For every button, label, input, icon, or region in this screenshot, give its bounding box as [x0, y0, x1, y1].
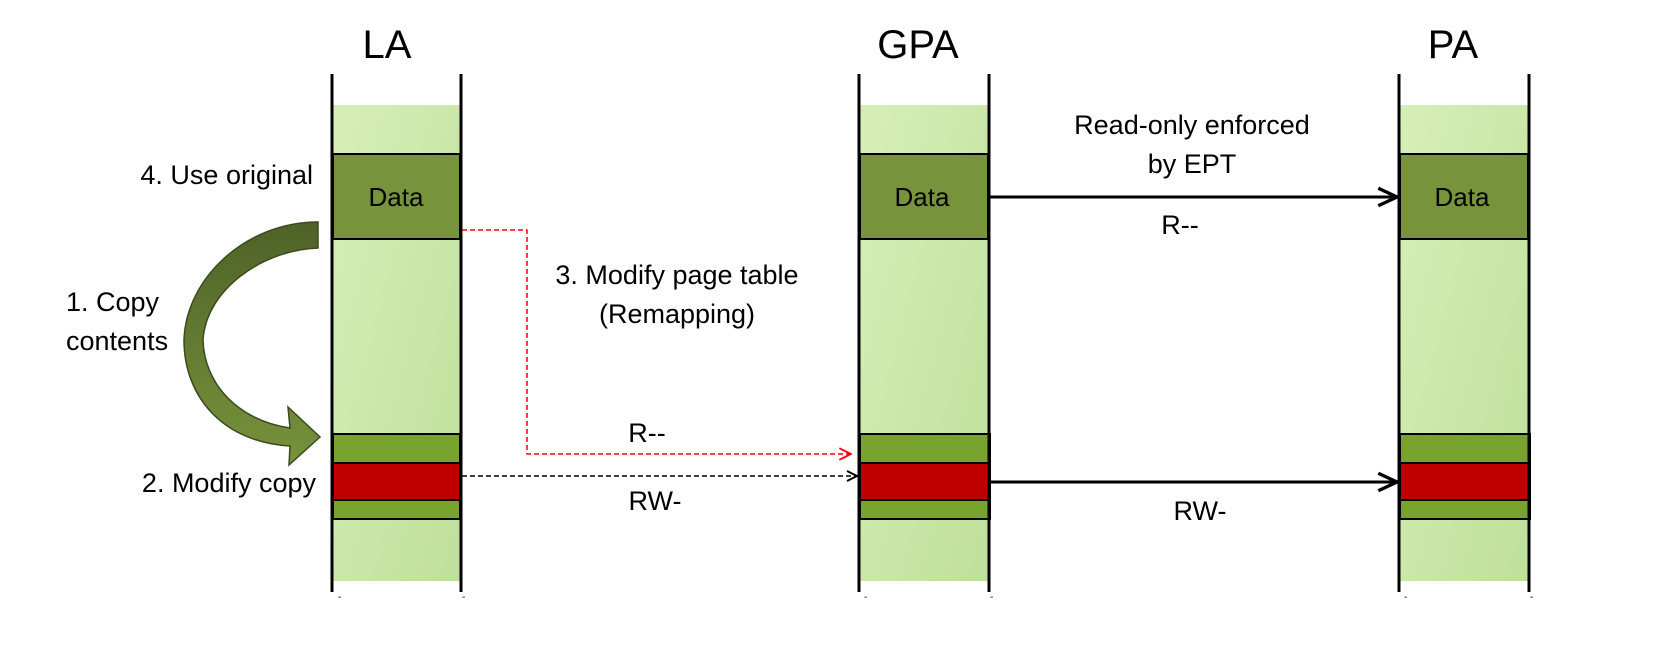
ept-data-permission: R--: [1161, 210, 1198, 240]
pa-copy-bottom-stripe: [1399, 499, 1531, 520]
readonly-label-line2: by EPT: [1148, 149, 1237, 179]
gpa-data-label: Data: [895, 182, 950, 212]
copy-contents-label-line1: 1. Copy: [66, 287, 160, 317]
pa-copy-top-stripe: [1399, 433, 1531, 464]
gpa-left-tick: -: [864, 592, 867, 603]
gpa-copy-modified-box: [859, 462, 991, 501]
pa-column: - - PA Data: [1397, 23, 1533, 603]
la-title: LA: [363, 23, 412, 67]
copy-contents-label-line2: contents: [66, 326, 168, 356]
modify-copy-label: 2. Modify copy: [142, 468, 317, 498]
gpa-copy-top-stripe: [859, 433, 991, 464]
la-data-label: Data: [369, 182, 424, 212]
modify-page-table-label-line2: (Remapping): [599, 299, 755, 329]
la-column: - - LA Data: [330, 23, 465, 603]
ept-copy-permission: RW-: [1174, 496, 1227, 526]
pa-title: PA: [1428, 23, 1479, 67]
pa-right-tick: -: [1530, 592, 1533, 603]
use-original-label: 4. Use original: [140, 160, 313, 190]
gpa-right-tick: -: [990, 592, 993, 603]
remap-arrow: [462, 229, 851, 454]
pa-data-label: Data: [1435, 182, 1490, 212]
pa-copy-modified-box: [1399, 462, 1531, 501]
curved-arrow-icon: [183, 221, 322, 467]
gpa-copy-bottom-stripe: [859, 499, 991, 520]
gpa-title: GPA: [877, 23, 959, 67]
readonly-label-line1: Read-only enforced: [1074, 110, 1310, 140]
modify-page-table-label-line1: 3. Modify page table: [555, 260, 798, 290]
pa-left-tick: -: [1404, 592, 1407, 603]
la-copy-modified-box: [332, 462, 461, 501]
la-right-tick: -: [462, 592, 465, 603]
remap-permission: R--: [628, 418, 665, 448]
la-copy-permission: RW-: [629, 486, 682, 516]
la-data-box: [332, 153, 461, 240]
la-left-tick: -: [338, 592, 341, 603]
la-copy-top-stripe: [332, 433, 461, 464]
gpa-data-box: [859, 153, 989, 240]
gpa-column: - - GPA Data: [857, 23, 993, 603]
la-copy-bottom-stripe: [332, 499, 461, 520]
